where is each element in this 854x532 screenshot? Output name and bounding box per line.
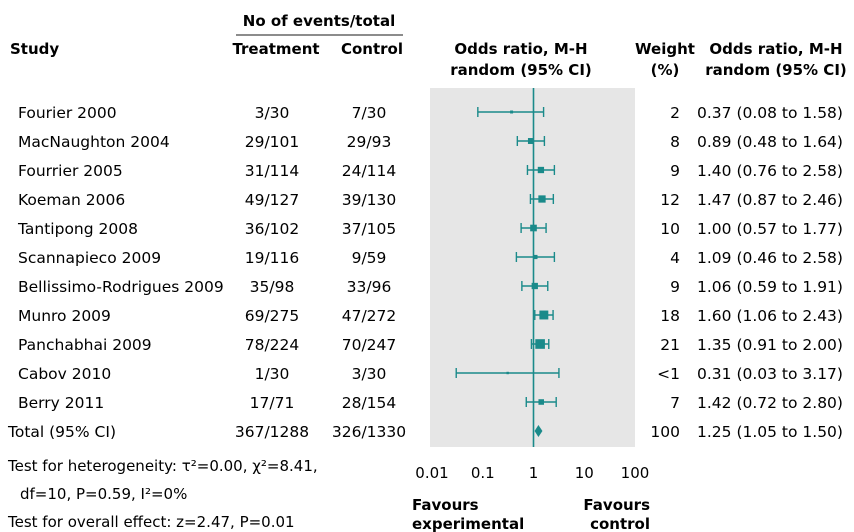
- point-estimate: [535, 339, 545, 349]
- control-events: 33/96: [347, 278, 392, 296]
- total-treatment: 367/1288: [235, 423, 309, 441]
- control-events: 24/114: [342, 162, 397, 180]
- treatment-events: 78/224: [245, 336, 300, 354]
- study-name: Cabov 2010: [18, 365, 111, 383]
- study-or-ci: 1.47 (0.87 to 2.46): [697, 191, 843, 209]
- favours-left-line2: experimental: [412, 515, 524, 532]
- point-estimate: [531, 282, 538, 290]
- weight-column-header-line2: (%): [651, 61, 680, 79]
- point-estimate: [539, 310, 549, 320]
- control-events: 70/247: [342, 336, 397, 354]
- x-tick-label: 0.1: [471, 464, 495, 482]
- study-or-ci: 0.31 (0.03 to 3.17): [697, 365, 843, 383]
- study-weight: 10: [660, 220, 680, 238]
- study-weight: <1: [657, 365, 680, 383]
- study-or-ci: 0.89 (0.48 to 1.64): [697, 133, 843, 151]
- point-estimate: [538, 195, 546, 203]
- point-estimate: [533, 254, 538, 260]
- treatment-events: 3/30: [255, 104, 290, 122]
- study-or-ci: 1.60 (1.06 to 2.43): [697, 307, 843, 325]
- study-weight: 9: [670, 278, 680, 296]
- total-name: Total (95% CI): [7, 423, 116, 441]
- plot-panel: [430, 88, 635, 447]
- or-plot-header-line2: random (95% CI): [450, 61, 592, 79]
- control-events: 28/154: [342, 394, 397, 412]
- study-weight: 7: [670, 394, 680, 412]
- point-estimate: [510, 110, 514, 114]
- heterogeneity-line1: Test for heterogeneity: τ²=0.00, χ²=8.41…: [7, 457, 318, 475]
- study-or-ci: 1.42 (0.72 to 2.80): [697, 394, 843, 412]
- study-weight: 9: [670, 162, 680, 180]
- control-events: 47/272: [342, 307, 397, 325]
- study-name: Fourrier 2005: [18, 162, 123, 180]
- total-weight: 100: [650, 423, 680, 441]
- group-header: No of events/total: [243, 12, 395, 30]
- control-events: 7/30: [352, 104, 387, 122]
- control-events: 29/93: [347, 133, 392, 151]
- study-weight: 12: [660, 191, 680, 209]
- study-name: MacNaughton 2004: [18, 133, 170, 151]
- study-weight: 21: [660, 336, 680, 354]
- treatment-events: 19/116: [245, 249, 300, 267]
- treatment-events: 31/114: [245, 162, 300, 180]
- control-events: 39/130: [342, 191, 397, 209]
- x-tick-label: 10: [575, 464, 594, 482]
- heterogeneity-line2: df=10, P=0.59, I²=0%: [20, 485, 187, 503]
- study-or-ci: 1.06 (0.59 to 1.91): [697, 278, 843, 296]
- study-name: Scannapieco 2009: [18, 249, 161, 267]
- study-weight: 18: [660, 307, 680, 325]
- point-estimate: [537, 166, 545, 174]
- favours-left-line1: Favours: [412, 496, 479, 514]
- study-name: Munro 2009: [18, 307, 111, 325]
- study-or-ci: 1.40 (0.76 to 2.58): [697, 162, 843, 180]
- study-or-ci: 0.37 (0.08 to 1.58): [697, 104, 843, 122]
- weight-column-header-line1: Weight: [635, 40, 695, 58]
- study-name: Tantipong 2008: [17, 220, 138, 238]
- control-events: 37/105: [342, 220, 397, 238]
- treatment-column-header: Treatment: [232, 40, 319, 58]
- treatment-events: 29/101: [245, 133, 300, 151]
- summary-diamond: [534, 425, 543, 437]
- study-name: Panchabhai 2009: [18, 336, 152, 354]
- study-name: Berry 2011: [18, 394, 104, 412]
- point-estimate: [527, 138, 534, 144]
- total-control: 326/1330: [332, 423, 406, 441]
- study-name: Koeman 2006: [18, 191, 125, 209]
- study-or-ci: 1.09 (0.46 to 2.58): [697, 249, 843, 267]
- treatment-events: 1/30: [255, 365, 290, 383]
- total-or-ci: 1.25 (1.05 to 1.50): [697, 423, 843, 441]
- treatment-events: 49/127: [245, 191, 300, 209]
- or-text-column-header-line2: random (95% CI): [705, 61, 847, 79]
- favours-right-line2: control: [590, 515, 650, 532]
- control-column-header: Control: [341, 40, 403, 58]
- control-events: 9/59: [352, 249, 387, 267]
- or-plot-header-line1: Odds ratio, M-H: [454, 40, 587, 58]
- point-estimate: [538, 399, 545, 405]
- x-tick-label: 0.01: [415, 464, 448, 482]
- treatment-events: 69/275: [245, 307, 300, 325]
- study-weight: 2: [670, 104, 680, 122]
- study-or-ci: 1.35 (0.91 to 2.00): [697, 336, 843, 354]
- control-events: 3/30: [352, 365, 387, 383]
- treatment-events: 35/98: [250, 278, 295, 296]
- favours-right-line1: Favours: [583, 496, 650, 514]
- point-estimate: [506, 371, 509, 375]
- or-text-column-header-line1: Odds ratio, M-H: [709, 40, 842, 58]
- study-weight: 8: [670, 133, 680, 151]
- study-name: Fourier 2000: [18, 104, 117, 122]
- x-tick-label: 1: [529, 464, 539, 482]
- study-or-ci: 1.00 (0.57 to 1.77): [697, 220, 843, 238]
- treatment-events: 36/102: [245, 220, 300, 238]
- study-weight: 4: [670, 249, 680, 267]
- study-name: Bellissimo-Rodrigues 2009: [18, 278, 224, 296]
- study-column-header: Study: [10, 40, 59, 58]
- overall-effect: Test for overall effect: z=2.47, P=0.01: [7, 513, 295, 531]
- treatment-events: 17/71: [250, 394, 295, 412]
- x-tick-label: 100: [621, 464, 650, 482]
